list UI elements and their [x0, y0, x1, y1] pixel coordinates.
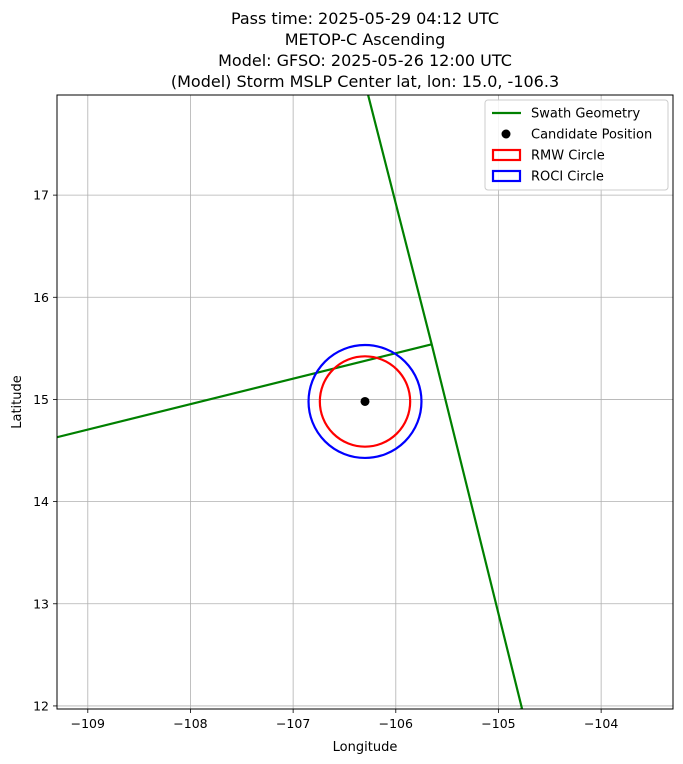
chart-title: Pass time: 2025-05-29 04:12 UTC METOP-C … [171, 9, 559, 91]
candidate-position-point [360, 396, 370, 406]
x-tick-label: −106 [379, 716, 413, 731]
x-tick-label: −108 [173, 716, 207, 731]
plot-marks [57, 95, 524, 709]
axis-ticks: −109 −108 −107 −106 −105 −104 12 13 14 15 16 17 [33, 188, 618, 731]
x-tick-label: −105 [481, 716, 515, 731]
y-tick-label: 15 [33, 392, 49, 407]
title-line-2: METOP-C Ascending [285, 30, 446, 49]
legend-label-swath-geometry: Swath Geometry [531, 107, 640, 122]
legend-label-candidate-position: Candidate Position [531, 128, 652, 143]
legend-swatch-roci-circle [491, 169, 522, 183]
swath-geometry-line [367, 95, 524, 709]
legend-swatch-candidate-position [501, 129, 511, 139]
x-tick-label: −109 [71, 716, 105, 731]
legend-label-roci-circle: ROCI Circle [531, 170, 604, 185]
title-line-4: (Model) Storm MSLP Center lat, lon: 15.0… [171, 72, 559, 91]
y-tick-label: 16 [33, 290, 49, 305]
y-tick-label: 14 [33, 494, 49, 509]
y-tick-label: 13 [33, 596, 49, 611]
x-tick-label: −104 [584, 716, 618, 731]
rmw-circle [318, 355, 412, 448]
swath-geometry-line [57, 343, 432, 439]
legend-frame [484, 99, 669, 191]
x-axis-label: Longitude [333, 740, 398, 755]
roci-circle [307, 343, 423, 460]
legend: Swath Geometry Candidate Position RMW Circ… [484, 99, 669, 191]
title-line-3: Model: GFSO: 2025-05-26 12:00 UTC [218, 51, 512, 70]
y-tick-label: 17 [33, 188, 49, 203]
legend-label-rmw-circle: RMW Circle [531, 149, 605, 164]
y-axis-label: Latitude [10, 375, 25, 429]
title-line-1: Pass time: 2025-05-29 04:12 UTC [231, 9, 499, 28]
legend-swatch-rmw-circle [491, 148, 522, 162]
plot-frame [56, 94, 674, 710]
y-tick-label: 12 [33, 698, 49, 713]
x-tick-label: −107 [276, 716, 310, 731]
